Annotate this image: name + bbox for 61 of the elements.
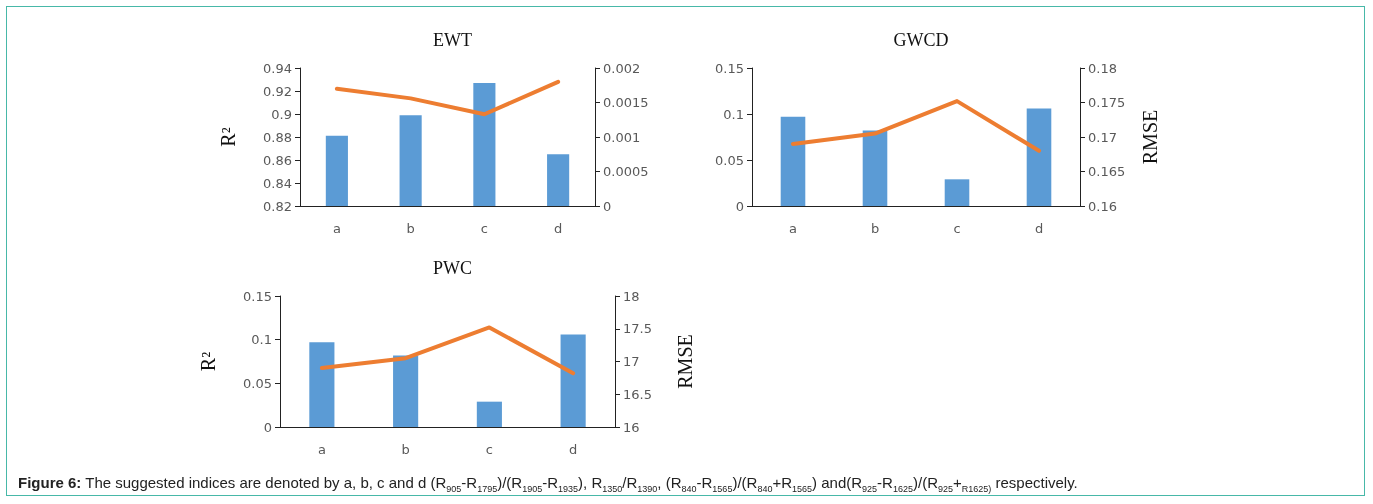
x-tick-label: a [317, 442, 326, 457]
y2-tick-label: 17.5 [623, 321, 652, 337]
y2-tick-label: 0.0015 [603, 95, 649, 110]
bar [309, 342, 335, 427]
bar [944, 179, 970, 206]
x-tick-label: d [568, 442, 578, 457]
chart-title: GWCD [893, 30, 949, 50]
x-tick-label: c [480, 221, 488, 236]
chart-title: PWC [432, 258, 473, 278]
y-tick-label: 0.88 [263, 129, 292, 145]
bar [780, 116, 806, 206]
x-tick-label: c [953, 221, 961, 236]
y2-tick-label: 0.175 [1088, 95, 1126, 110]
bar [560, 334, 586, 427]
line-series [791, 99, 1041, 153]
text: Figure 6: The suggested indices are denoted by a, b, c and d (R$_{905}$-R$_{1795}$)/(R$_{1905}$-R$_{1935}$), R$_{1350}$/R$_{1390}$, (R$_{840}$-R$_{1565}$)/(R$_{840}$+R$_{1565}$) and(R$_{925}$-R$_{1625}$)/(R$_{925}$+$_{R1625)}$ respectively. [18, 474, 1078, 494]
y-tick-label: 0 [263, 419, 272, 435]
y-tick-label: 0.1 [251, 332, 272, 348]
x-tick-label: d [1034, 221, 1044, 236]
y-tick-label: 0.92 [263, 83, 292, 99]
y-axis-title: R² [217, 127, 239, 147]
x-tick-label: b [406, 221, 415, 236]
x-tick-label: c [485, 442, 493, 457]
x-tick-label: a [789, 221, 797, 236]
y-tick-label: 0.15 [715, 60, 744, 76]
y-tick-label: 0.84 [263, 175, 292, 191]
y-tick-label: 0.15 [243, 288, 272, 304]
y-tick-label: 0.94 [263, 60, 292, 76]
y-tick-label: 0.1 [723, 106, 744, 122]
y2-axis-title: RMSE [1139, 109, 1161, 165]
y2-tick-label: 0 [603, 198, 612, 214]
y-axis-title: R² [197, 351, 219, 372]
x-tick-label: b [401, 442, 410, 457]
line-series [319, 325, 576, 376]
y-tick-label: 0.82 [263, 198, 292, 214]
y-tick-label: 0.05 [715, 152, 744, 168]
y-tick-label: 0.86 [263, 152, 292, 168]
y-tick-label: 0 [735, 198, 744, 214]
chart-title: EWT [433, 30, 472, 50]
y-tick-label: 0.05 [243, 375, 272, 391]
y2-tick-label: 0.001 [603, 129, 641, 145]
y2-tick-label: 16 [623, 419, 640, 435]
bar [476, 401, 502, 427]
y2-tick-label: 0.0005 [603, 164, 649, 179]
x-tick-label: b [870, 221, 880, 236]
bar [393, 355, 419, 427]
y2-tick-label: 18 [623, 288, 640, 304]
y2-tick-label: 0.18 [1088, 60, 1117, 76]
y-tick-label: 0.9 [271, 106, 292, 122]
line-series [334, 79, 561, 117]
x-tick-label: d [553, 221, 563, 236]
y2-tick-label: 17 [623, 354, 640, 369]
y2-tick-label: 0.002 [603, 60, 641, 76]
y2-tick-label: 0.17 [1088, 129, 1117, 145]
y2-tick-label: 16.5 [623, 386, 652, 402]
y2-axis-title: RMSE [674, 334, 696, 389]
bar [1026, 108, 1052, 206]
y2-tick-label: 0.165 [1088, 164, 1126, 179]
y2-tick-label: 0.16 [1088, 198, 1117, 214]
x-tick-label: a [332, 221, 341, 236]
bar [862, 130, 888, 206]
